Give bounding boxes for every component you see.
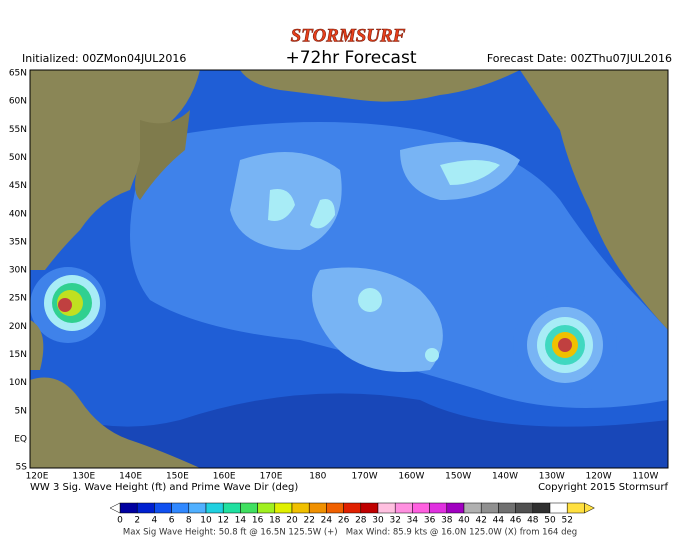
- legend-label: 0: [117, 516, 123, 526]
- legend-swatch: [222, 502, 241, 514]
- legend-swatch: [188, 502, 207, 514]
- legend-label: 52: [561, 516, 572, 526]
- legend-label: 26: [338, 516, 350, 526]
- legend-label: 16: [252, 516, 264, 526]
- logo: STORMSURF: [291, 25, 406, 46]
- legend-label: 48: [527, 516, 539, 526]
- legend-label: 12: [217, 516, 228, 526]
- legend-swatch: [394, 502, 413, 514]
- caption-left: WW 3 Sig. Wave Height (ft) and Prime Wav…: [30, 482, 298, 493]
- footer: Max Sig Wave Height: 50.8 ft @ 16.5N 125…: [123, 528, 577, 538]
- legend-swatch: [240, 502, 258, 514]
- lon-label: 120E: [26, 472, 49, 482]
- title: +72hr Forecast: [286, 48, 417, 68]
- legend-swatch: [154, 502, 172, 514]
- lon-label: 160W: [398, 472, 424, 482]
- initialized: Initialized: 00ZMon04JUL2016: [22, 52, 186, 65]
- lat-label: 50N: [9, 153, 27, 163]
- map: [29, 69, 669, 469]
- legend-label: 28: [355, 516, 367, 526]
- lat-label: 20N: [9, 322, 27, 332]
- caption-right: Copyright 2015 Stormsurf: [538, 482, 668, 493]
- legend-swatch: [532, 502, 551, 514]
- legend-swatch: [171, 502, 190, 514]
- legend-swatch: [274, 502, 293, 514]
- legend-swatch: [429, 502, 448, 514]
- legend-swatch: [308, 502, 327, 514]
- lat-label: 5S: [16, 463, 28, 473]
- legend-swatch: [377, 502, 396, 514]
- legend-label: 44: [493, 516, 505, 526]
- legend-swatch: [463, 502, 482, 514]
- lat-label: EQ: [14, 434, 27, 444]
- legend-label: 46: [510, 516, 522, 526]
- legend-swatch: [515, 502, 534, 514]
- legend-label: 24: [321, 516, 333, 526]
- legend-arrow-left: [109, 502, 121, 514]
- legend-label: 14: [235, 516, 247, 526]
- lat-label: 10N: [9, 378, 27, 388]
- lon-label: 120W: [586, 472, 612, 482]
- legend-label: 10: [200, 516, 212, 526]
- legend-label: 18: [269, 516, 281, 526]
- legend-swatch: [566, 502, 585, 514]
- legend-swatch: [136, 502, 155, 514]
- lat-label: 40N: [9, 209, 27, 219]
- lon-label: 140E: [119, 472, 142, 482]
- legend-label: 32: [389, 516, 400, 526]
- lon-label: 110W: [632, 472, 658, 482]
- lat-label: 45N: [9, 181, 27, 191]
- legend-arrow-right: [584, 502, 595, 514]
- legend-label: 8: [186, 516, 192, 526]
- lon-label: 140W: [492, 472, 518, 482]
- lon-label: 170W: [352, 472, 378, 482]
- legend-label: 6: [169, 516, 175, 526]
- lat-label: 55N: [9, 125, 27, 135]
- lat-label: 15N: [9, 350, 27, 360]
- legend-label: 38: [441, 516, 453, 526]
- legend-swatch: [446, 502, 465, 514]
- lon-label: 160E: [213, 472, 236, 482]
- legend-label: 40: [458, 516, 470, 526]
- legend-swatch: [412, 502, 430, 514]
- lat-label: 60N: [9, 97, 27, 107]
- lat-label: 30N: [9, 266, 27, 276]
- legend-label: 22: [303, 516, 314, 526]
- legend-label: 50: [544, 516, 556, 526]
- legend-swatch: [343, 502, 362, 514]
- legend-label: 36: [424, 516, 436, 526]
- legend-swatch: [291, 502, 310, 514]
- legend-label: 20: [286, 516, 298, 526]
- lon-label: 150E: [166, 472, 189, 482]
- lon-label: 150W: [445, 472, 471, 482]
- lat-label: 35N: [9, 237, 27, 247]
- lon-label: 130W: [539, 472, 565, 482]
- legend-swatch: [498, 502, 516, 514]
- legend-label: 34: [407, 516, 419, 526]
- legend-label: 2: [134, 516, 140, 526]
- legend: 0 2 4 6 8 10 12 14 16 18 20 22 24 26 28 30 32 34 36 38 40 42 4…: [109, 502, 595, 526]
- lat-label: 25N: [9, 294, 27, 304]
- legend-swatch: [360, 502, 379, 514]
- legend-label: 4: [152, 516, 158, 526]
- forecast-date: Forecast Date: 00ZThu07JUL2016: [487, 52, 672, 65]
- legend-swatch: [326, 502, 344, 514]
- lat-label: 65N: [9, 69, 27, 79]
- legend-swatch: [205, 502, 224, 514]
- lon-label: 130E: [72, 472, 95, 482]
- legend-swatch: [119, 502, 138, 514]
- legend-swatch: [549, 502, 568, 514]
- legend-label: 30: [372, 516, 384, 526]
- lon-label: 170E: [260, 472, 283, 482]
- legend-swatch: [480, 502, 499, 514]
- lon-label: 180: [309, 472, 326, 482]
- legend-label: 42: [475, 516, 486, 526]
- legend-swatch: [257, 502, 276, 514]
- lat-label: 5N: [15, 406, 27, 416]
